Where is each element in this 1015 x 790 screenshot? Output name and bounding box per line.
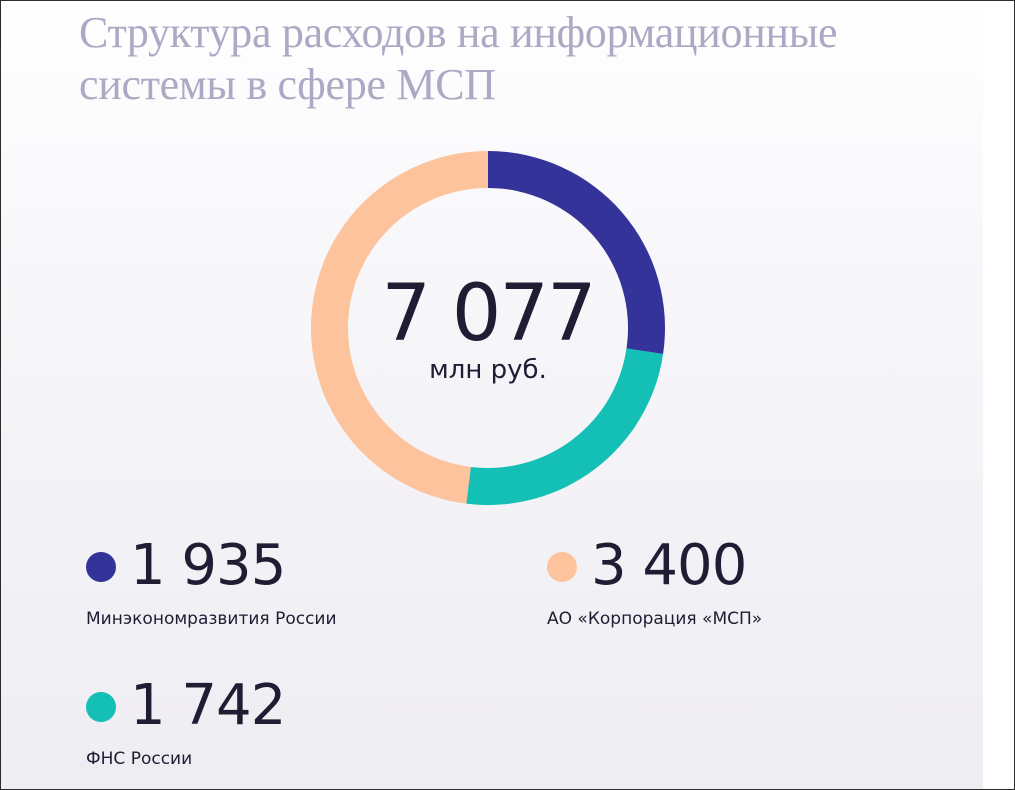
chart-title-line-1: Структура расходов на информационные: [79, 8, 838, 57]
legend-label-fns: ФНС России: [86, 749, 193, 769]
donut-slice-corporation: [311, 151, 488, 504]
donut-slice-fns: [466, 348, 664, 505]
donut-slice-minek: [488, 151, 665, 354]
legend-value-fns: 1 742: [130, 673, 286, 738]
chart-panel: Структура расходов на информационные сис…: [1, 1, 983, 789]
donut-chart: [311, 151, 665, 505]
chart-title: Структура расходов на информационные сис…: [79, 7, 979, 111]
chart-title-line-2: системы в сфере МСП: [79, 60, 496, 109]
legend-label-corporation: АО «Корпорация «МСП»: [547, 609, 763, 629]
legend-value-minek: 1 935: [130, 533, 286, 598]
legend-dot-fns: [86, 692, 116, 722]
legend-value-corporation: 3 400: [591, 533, 747, 598]
total-value: 7 077: [381, 269, 596, 359]
legend-dot-minek: [86, 552, 116, 582]
legend-label-minek: Минэкономразвития России: [86, 609, 337, 629]
total-unit: млн руб.: [429, 355, 547, 385]
legend-dot-corporation: [547, 552, 577, 582]
